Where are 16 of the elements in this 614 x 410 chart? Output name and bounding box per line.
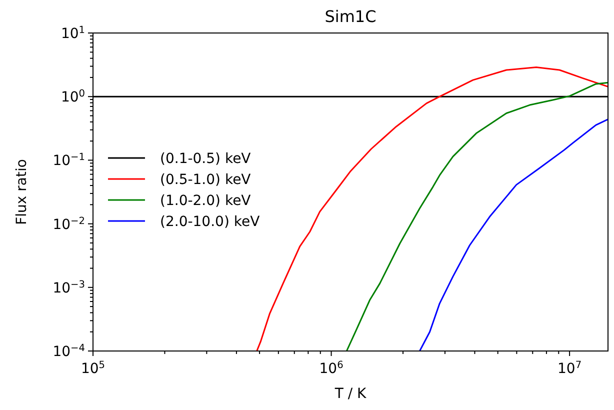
chart-title: Sim1C — [324, 7, 376, 26]
y-tick-label: 10$^{−2}$ — [52, 215, 85, 233]
y-tick-label: 10$^{0}$ — [60, 88, 85, 106]
x-axis-title: T / K — [334, 386, 367, 402]
x-tick-label: 10$^{7}$ — [558, 360, 582, 377]
legend-label: (0.1-0.5) keV — [160, 151, 252, 167]
y-tick-label: 10$^{−3}$ — [52, 278, 85, 296]
legend-label: (1.0-2.0) keV — [160, 193, 252, 209]
y-tick-label: 10$^{−1}$ — [52, 152, 85, 170]
x-tick-label: 10$^{5}$ — [80, 360, 106, 377]
legend-label: (2.0-10.0) keV — [160, 214, 260, 230]
y-tick-label: 10$^{−4}$ — [52, 342, 85, 360]
x-tick-label: 10$^{6}$ — [319, 360, 344, 377]
y-tick-label: 10$^{1}$ — [60, 24, 85, 42]
legend-label: (0.5-1.0) keV — [160, 172, 252, 188]
y-axis-title: Flux ratio — [14, 159, 30, 225]
